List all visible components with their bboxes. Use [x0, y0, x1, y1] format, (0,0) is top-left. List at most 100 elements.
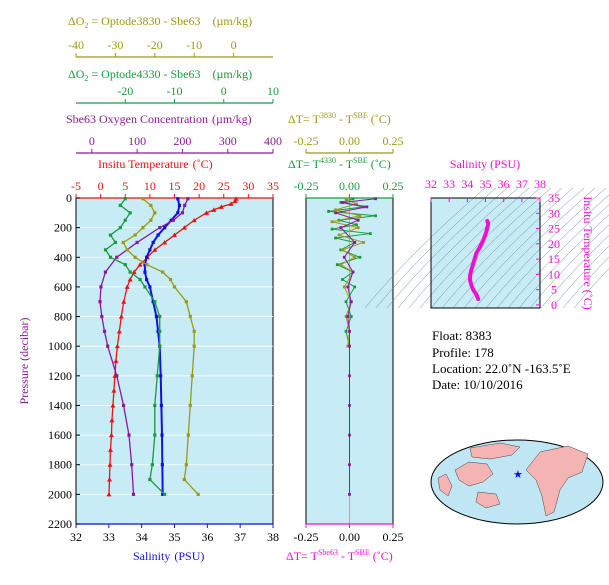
ts-salinity-axis-title: Salinity (PSU) [450, 157, 520, 171]
do2_4330-point [153, 403, 157, 408]
dt-point-purple [342, 255, 346, 259]
do2_3830-point [141, 226, 145, 230]
dt-point-green [355, 223, 358, 227]
dt-point-olive [344, 315, 348, 318]
salinity-point [148, 285, 152, 289]
temperature-point [232, 198, 238, 203]
do2_4330-point [123, 218, 127, 222]
dt-point-purple [374, 197, 377, 201]
temperature-point [162, 239, 168, 245]
dt-point-olive [330, 220, 334, 224]
ts-contour-line [529, 224, 609, 309]
temperature-point [111, 388, 117, 393]
salinity-point [160, 463, 164, 467]
do2_4330-point [103, 248, 108, 252]
ts-contour-line [551, 245, 609, 309]
salinity-tick-label: 37 [234, 530, 246, 544]
do2_4330-point [150, 463, 154, 467]
salinity-point [144, 277, 149, 282]
oxygen-point [171, 218, 175, 222]
temperature-tick-label: 30 [242, 179, 254, 193]
oxygen-point [127, 433, 131, 437]
do2_3830-tick-label: -40 [68, 38, 84, 52]
salinity-point [177, 203, 182, 208]
do2_4330-point [118, 203, 122, 208]
temperature-point [181, 225, 187, 230]
salinity-point [161, 492, 165, 496]
ts-y-tick-label: 5 [551, 283, 557, 297]
ts-contour-line [386, 187, 508, 309]
ts-contour-line [562, 256, 609, 309]
oxygen-tick-label: 200 [173, 134, 191, 148]
do2_3830-point [133, 255, 137, 259]
do2_3830-point [141, 197, 145, 201]
dt-point-olive [334, 208, 337, 212]
ts-temperature-axis-title: Insitu Temperature (˚C) [581, 196, 595, 310]
do2_3830-point [186, 433, 190, 437]
dt-point-olive [346, 344, 350, 348]
ts-y-tick-label: 25 [548, 222, 560, 236]
oxygen-point [121, 403, 126, 408]
temperature-tick-label: 25 [218, 179, 230, 193]
do2_4330-point [158, 314, 162, 319]
pressure-tick-label: 600 [54, 280, 72, 294]
salinity-point [144, 255, 149, 259]
dt-3830-axis-title: ΔT= T3830 - TSBE (˚C) [288, 111, 391, 126]
dt-point-green [344, 329, 348, 333]
temperature-point [124, 284, 130, 289]
salinity-tick-label: 36 [201, 530, 213, 544]
dt-point-purple [351, 270, 355, 274]
temperature-point [131, 269, 137, 275]
do2_3830-point [192, 329, 196, 333]
do2_4330-point [123, 197, 127, 201]
ts-contour-line [573, 268, 609, 309]
temperature-tick-label: 0 [98, 179, 104, 193]
temperature-point [106, 491, 112, 497]
do2_4330-tick-label: -10 [167, 84, 183, 98]
dt-point-green [349, 315, 353, 318]
dt-point-green [327, 209, 331, 213]
do2_3830-point [190, 374, 194, 378]
temperature-point [118, 314, 124, 319]
ts-x-tick-label: 33 [443, 177, 455, 191]
ts-x-tick-label: 38 [534, 177, 546, 191]
do2-4330-axis-title: ΔO2 = Optode4330 - Sbe63 (µm/kg) [68, 67, 252, 83]
ts-curve [468, 218, 491, 302]
oxygen-point [115, 374, 119, 378]
map-land-australia [475, 491, 501, 509]
dt-point-green [353, 285, 357, 289]
pressure-tick-label: 1200 [48, 369, 72, 383]
oxygen-point [99, 285, 103, 289]
dTsbe63-tick-label: 0.00 [339, 530, 360, 544]
dt-point-green [339, 248, 343, 252]
temperature-point [113, 358, 119, 363]
series-line-salinity [143, 198, 181, 495]
profile-label: Profile: 178 [432, 345, 494, 360]
do2_3830-point [153, 211, 157, 215]
temperature-tick-label: 5 [122, 179, 128, 193]
dt-point-purple [348, 433, 351, 437]
do2_3830-point [192, 344, 196, 348]
dT3830-tick-label: 0.25 [383, 134, 404, 148]
do2_4330-point [128, 211, 132, 215]
oxygen-tick-label: 0 [89, 134, 95, 148]
do2_4330-tick-label: 0 [221, 84, 227, 98]
dt-point-purple [348, 463, 351, 467]
dt-point-green [351, 197, 355, 201]
dt-point-purple [341, 201, 344, 204]
dt-4330-axis-title: ΔT= T4330 - TSBE (˚C) [288, 156, 391, 171]
temperature-tick-label: 10 [144, 179, 156, 193]
date-label: Date: 10/10/2016 [432, 377, 523, 392]
dt-point-olive [353, 255, 357, 259]
ts-contour-line [452, 187, 574, 309]
dt-point-olive [339, 263, 343, 267]
dt-point-green [335, 263, 339, 267]
oxygen-point [103, 270, 108, 274]
dt-point-green [358, 255, 362, 259]
dt-point-purple [348, 492, 351, 496]
dt-point-purple [346, 285, 350, 289]
temperature-point [116, 328, 122, 334]
oxygen-axis-title: Sbe63 Oxygen Concentration (µm/kg) [66, 112, 252, 126]
do2_4330-point [138, 277, 142, 282]
